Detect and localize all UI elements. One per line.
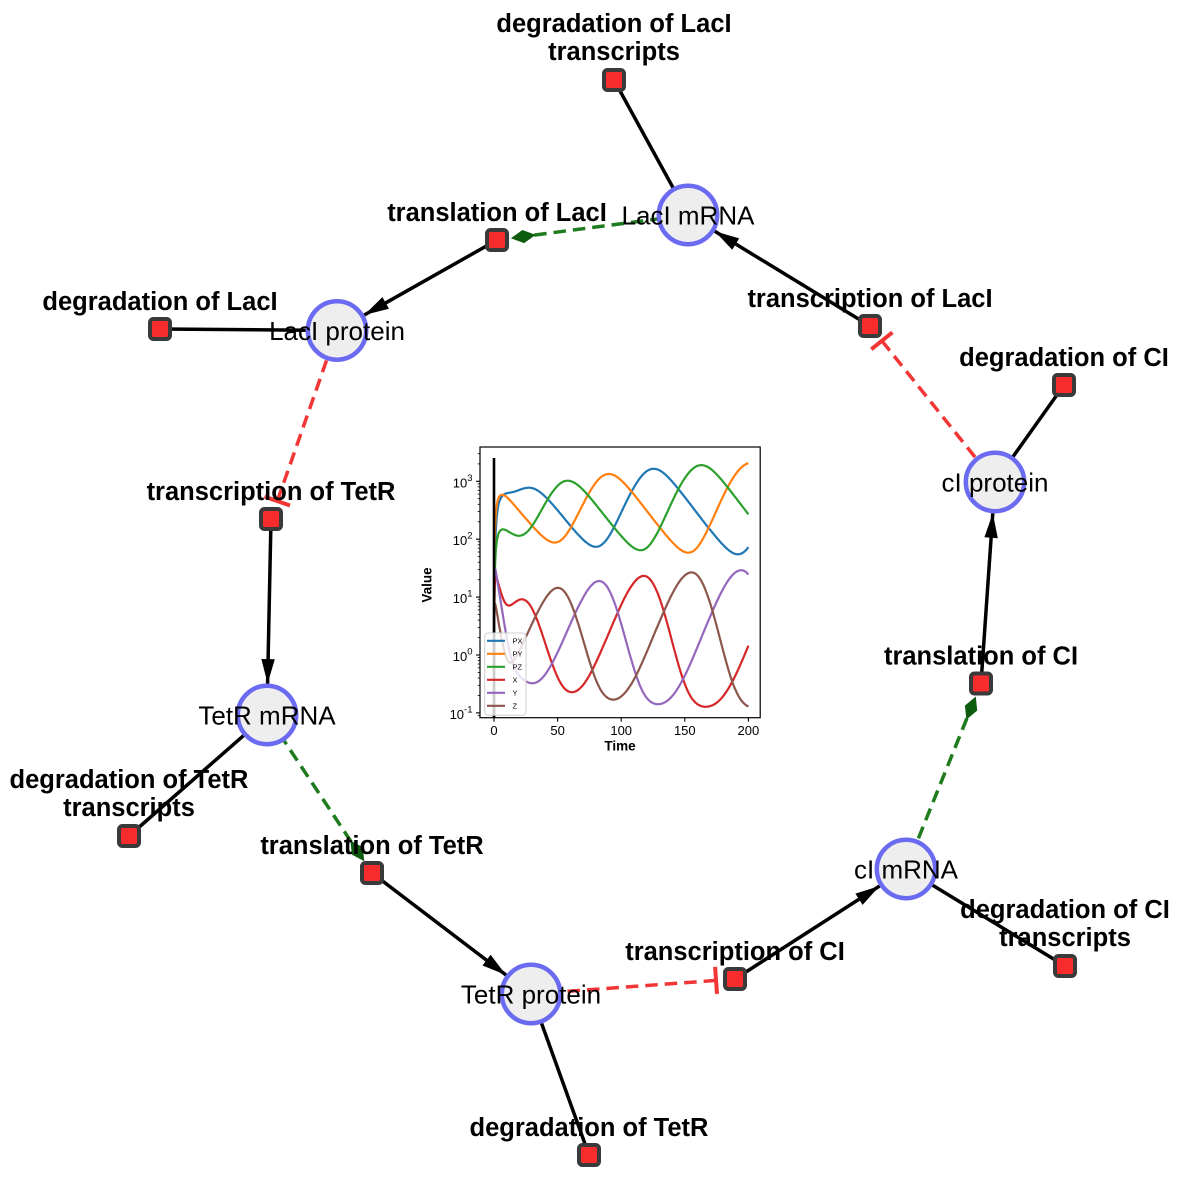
svg-text:150: 150 bbox=[674, 723, 696, 738]
svg-text:Time: Time bbox=[604, 739, 636, 754]
svg-text:TetR protein: TetR protein bbox=[461, 980, 601, 1010]
svg-text:cI protein: cI protein bbox=[942, 468, 1049, 498]
svg-text:transcripts: transcripts bbox=[63, 794, 195, 822]
svg-text:Value: Value bbox=[420, 567, 435, 603]
svg-text:translation of TetR: translation of TetR bbox=[260, 832, 483, 860]
svg-text:PZ: PZ bbox=[513, 663, 523, 672]
svg-text:transcripts: transcripts bbox=[999, 924, 1131, 952]
svg-text:cI mRNA: cI mRNA bbox=[854, 855, 959, 885]
svg-text:Z: Z bbox=[513, 702, 518, 711]
svg-text:Y: Y bbox=[513, 689, 518, 698]
svg-text:degradation of TetR: degradation of TetR bbox=[10, 766, 249, 794]
svg-text:0: 0 bbox=[490, 723, 497, 738]
svg-text:degradation of LacI: degradation of LacI bbox=[496, 10, 731, 38]
svg-text:degradation of LacI: degradation of LacI bbox=[42, 288, 277, 316]
svg-text:degradation of TetR: degradation of TetR bbox=[470, 1114, 709, 1142]
svg-text:degradation of CI: degradation of CI bbox=[960, 896, 1170, 924]
svg-text:X: X bbox=[513, 676, 518, 685]
svg-text:transcripts: transcripts bbox=[548, 38, 680, 66]
svg-text:transcription of TetR: transcription of TetR bbox=[147, 478, 396, 506]
svg-text:LacI protein: LacI protein bbox=[269, 316, 405, 346]
svg-text:translation of CI: translation of CI bbox=[884, 643, 1078, 671]
svg-text:translation of LacI: translation of LacI bbox=[387, 199, 607, 227]
svg-text:200: 200 bbox=[738, 723, 760, 738]
svg-text:PY: PY bbox=[513, 650, 523, 659]
svg-text:transcription of LacI: transcription of LacI bbox=[747, 285, 992, 313]
svg-text:transcription of CI: transcription of CI bbox=[625, 938, 845, 966]
svg-text:100: 100 bbox=[610, 723, 632, 738]
svg-text:50: 50 bbox=[550, 723, 564, 738]
svg-text:LacI mRNA: LacI mRNA bbox=[622, 201, 756, 231]
svg-text:PX: PX bbox=[513, 637, 523, 646]
svg-text:TetR mRNA: TetR mRNA bbox=[198, 701, 336, 731]
svg-text:degradation of CI: degradation of CI bbox=[959, 344, 1169, 372]
